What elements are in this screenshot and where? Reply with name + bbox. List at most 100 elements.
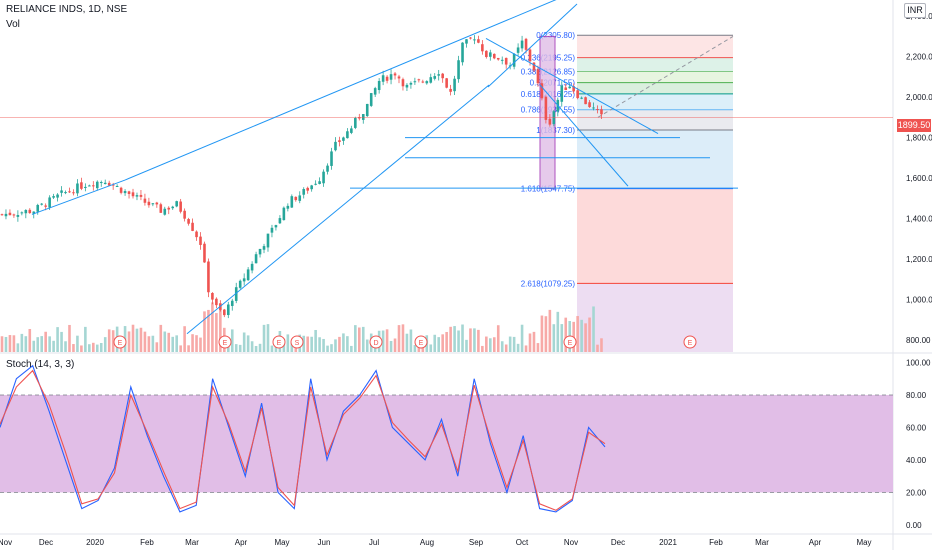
candle-body — [262, 246, 266, 250]
stoch-tick-label: 20.00 — [906, 488, 927, 497]
volume-bar — [385, 329, 389, 352]
candle-body — [155, 202, 159, 205]
candle-body — [167, 207, 171, 210]
time-tick-label: Aug — [420, 538, 434, 547]
volume-bar — [358, 327, 361, 352]
volume-bar — [8, 335, 12, 352]
event-marker-label: E — [688, 340, 693, 347]
volume-bar — [60, 331, 63, 352]
volume-bar — [262, 324, 266, 352]
volume-bar — [199, 337, 202, 352]
candle-body — [191, 222, 194, 231]
volume-bar — [512, 336, 516, 352]
candle-body — [95, 181, 99, 189]
volume-bar — [215, 313, 218, 352]
volume-bar — [469, 328, 472, 352]
volume-bar — [44, 331, 47, 352]
event-marker-label: E — [568, 340, 573, 347]
candle-body — [445, 78, 448, 88]
candle-body — [72, 192, 75, 194]
volume-bar — [481, 345, 484, 352]
candle-body — [76, 183, 79, 194]
candle-body — [350, 128, 353, 133]
volume-bar — [330, 344, 333, 352]
candle-body — [302, 189, 306, 195]
time-tick-label: 2020 — [86, 538, 104, 547]
candle-body — [179, 201, 182, 212]
volume-bar — [88, 344, 91, 352]
candle-body — [310, 185, 313, 190]
candle-body — [322, 171, 325, 184]
price-tick-label: 2,000.00 — [906, 93, 932, 102]
volume-bar — [36, 337, 40, 352]
candle-body — [572, 86, 575, 92]
candle-body — [246, 269, 250, 281]
volume-bar — [342, 333, 345, 352]
candle-body — [203, 243, 206, 263]
volume-bar — [361, 326, 365, 352]
fib-band — [577, 93, 733, 110]
price-tick-label: 1,200.00 — [906, 255, 932, 264]
volume-bar — [127, 331, 131, 352]
candle-body — [88, 185, 91, 187]
time-tick-label: Mar — [185, 538, 199, 547]
candle-body — [481, 44, 484, 52]
price-tick-label: 1,800.00 — [906, 134, 932, 143]
candle-body — [274, 225, 278, 228]
candle-body — [143, 198, 147, 203]
candle-body — [489, 52, 492, 57]
candle-body — [282, 207, 286, 221]
candle-body — [429, 77, 433, 83]
candle-body — [580, 97, 583, 99]
candle-body — [40, 203, 43, 205]
candle-body — [111, 184, 115, 186]
candle-body — [492, 53, 496, 59]
candle-body — [469, 37, 472, 39]
time-tick-label: Apr — [235, 538, 248, 547]
volume-bar — [270, 345, 274, 352]
volume-bar — [147, 336, 151, 352]
symbol-title: RELIANCE INDS, 1D, NSE — [6, 4, 128, 15]
candle-body — [135, 195, 139, 197]
candle-body — [417, 79, 421, 81]
fib-level-label: 1.618(1547.75) — [521, 185, 576, 194]
volume-bar — [588, 317, 591, 352]
volume-bar — [544, 316, 548, 352]
volume-bar — [473, 328, 476, 352]
candle-body — [437, 74, 440, 76]
candle-body — [342, 137, 345, 141]
candle-body — [119, 187, 123, 193]
stoch-band — [0, 394, 893, 493]
candle-body — [457, 60, 460, 80]
candle-body — [453, 78, 456, 92]
candle-body — [596, 109, 599, 111]
candle-body — [516, 47, 520, 53]
candle-body — [528, 49, 532, 62]
candle-body — [393, 73, 397, 76]
volume-bar — [103, 337, 107, 352]
currency-badge[interactable]: INR — [904, 3, 926, 18]
volume-bar — [314, 329, 317, 352]
candle-body — [441, 73, 444, 79]
volume-bar — [195, 335, 198, 352]
candle-body — [28, 209, 32, 214]
volume-bar — [207, 309, 210, 352]
candle-body — [465, 39, 468, 44]
volume-bar — [556, 311, 560, 352]
volume-bar — [143, 331, 147, 352]
volume-bar — [159, 324, 163, 352]
volume-bar — [365, 339, 369, 352]
candle-body — [242, 278, 246, 282]
event-marker-label: E — [419, 340, 424, 347]
time-tick-label: Oct — [516, 538, 529, 547]
volume-bar — [457, 330, 460, 352]
volume-bar — [131, 324, 135, 352]
candle-body — [226, 304, 230, 316]
volume-bar — [600, 338, 603, 352]
candle-body — [163, 208, 167, 215]
candle-body — [12, 214, 16, 216]
volume-bar — [520, 324, 524, 352]
candle-body — [294, 196, 298, 201]
volume-bar — [552, 324, 556, 352]
